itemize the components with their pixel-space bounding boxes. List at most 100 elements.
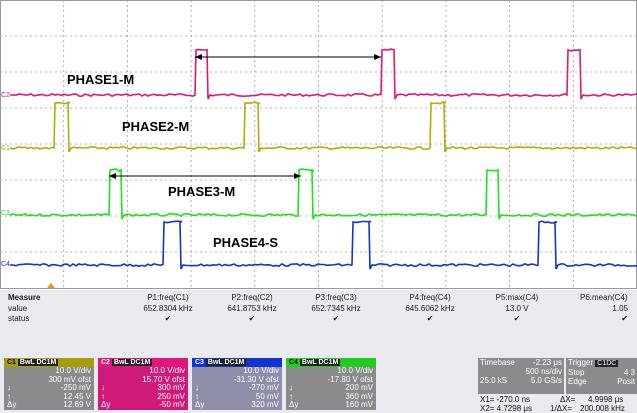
trigger-level: 4.3 <box>623 368 635 377</box>
trace-label-phase1: PHASE1-M <box>67 72 134 87</box>
cursor-down-icon: ↓ <box>7 383 11 392</box>
delta-y-value: 160 mV <box>345 400 373 409</box>
cursor-down-icon: ↓ <box>101 383 105 392</box>
cursor-dx-value: 4.9998 μs <box>588 395 624 404</box>
waveform-area: PHASE1-M PHASE2-M PHASE3-M PHASE4-S C2 C… <box>0 0 637 289</box>
trigger-mode: Stop <box>568 368 585 377</box>
channel-id: C2 <box>101 359 110 366</box>
channel-tag: BwL DC1M <box>205 359 247 366</box>
delta-y-value: -50 mV <box>159 400 185 409</box>
channel-marker-c1: C1 <box>1 145 10 152</box>
delta-y-label: Δy <box>195 400 205 409</box>
trace-label-phase3: PHASE3-M <box>168 184 235 199</box>
timebase-rate: 5.0 GS/s <box>530 376 562 385</box>
channel-vdiv: 10.0 V/div <box>55 366 91 375</box>
cursor-2-value: 360 mV <box>345 391 373 401</box>
cursor-1-value: -270 mV <box>248 383 279 392</box>
trigger-tag: C1DC <box>595 360 619 367</box>
channel-id: C1 <box>7 359 16 366</box>
param-p3-name[interactable]: P3:freq(C3) <box>315 293 357 302</box>
cursor-up-icon: ↑ <box>289 391 293 401</box>
param-p3-value: 652.7345 kHz <box>311 304 361 313</box>
cursor-dx-label: ΔX= <box>560 395 576 404</box>
param-p4-value: 645.6062 kHz <box>405 304 455 313</box>
trigger-position-marker[interactable] <box>47 283 55 288</box>
trace-phase2 <box>9 101 637 153</box>
channel-offset: 300 mV ofst <box>48 374 91 384</box>
channel-offset: 15.70 V ofst <box>142 374 185 384</box>
channel-marker-c4: C4 <box>1 261 10 268</box>
param-p3-status-icon: ✔ <box>332 314 340 323</box>
timebase-samples: 25.0 kS <box>480 376 508 385</box>
param-p6-value: 1.05 <box>612 304 628 313</box>
param-p2-value: 641.8753 kHz <box>227 304 277 313</box>
cursor-x2: X2= 4.7298 μs <box>480 404 532 413</box>
channel-offset: -31.30 V ofst <box>233 374 279 384</box>
cursor-down-icon: ↓ <box>195 383 199 392</box>
cursor-up-icon: ↑ <box>195 391 199 401</box>
param-p6-name[interactable]: P6:mean(C4) <box>580 293 628 302</box>
param-p1-name[interactable]: P1:freq(C1) <box>147 293 189 302</box>
channel-box-c2[interactable]: C2 BwL DC1M 10.0 V/div 15.70 V ofst ↓ 300… <box>98 358 188 410</box>
channel-marker-c2: C2 <box>1 92 10 99</box>
param-p2-name[interactable]: P2:freq(C2) <box>231 293 273 302</box>
trace-phase1 <box>10 48 637 100</box>
cursor-inv-value: 200.008 kHz <box>580 404 625 413</box>
trigger-type: Edge <box>568 377 587 386</box>
cursor-1-value: -250 mV <box>60 383 91 392</box>
cursor-2-value: 50 mV <box>255 391 279 401</box>
channel-box-c1[interactable]: C1 BwL DC1M 10.0 V/div 300 mV ofst ↓ -250… <box>4 358 94 410</box>
channel-box-c4[interactable]: C4 BwL DC1M 10.0 V/div -17.80 V ofst ↓ 20… <box>286 358 376 410</box>
timebase-box[interactable]: Timebase -2.23 μs 500 ns/div 25.0 kS 5.0 … <box>478 358 564 394</box>
oscilloscope-display: PHASE1-M PHASE2-M PHASE3-M PHASE4-S C2 C… <box>0 0 637 290</box>
delta-y-label: Δy <box>289 400 299 409</box>
trigger-label: Trigger <box>568 358 594 367</box>
trigger-box[interactable]: Trigger C1DC Stop 4.3 Edge Posit <box>566 358 637 394</box>
delta-y-label: Δy <box>101 400 111 409</box>
channel-tag: BwL DC1M <box>299 359 341 366</box>
param-p1-value: 652.8304 kHz <box>143 304 193 313</box>
cursor-inv-label: 1/ΔX= <box>550 404 573 413</box>
channel-offset: -17.80 V ofst <box>327 374 373 384</box>
trace-label-phase4: PHASE4-S <box>213 235 278 250</box>
value-row-label: value <box>8 304 28 313</box>
param-p6-status-icon: ✔ <box>621 314 628 323</box>
channel-box-c3[interactable]: C3 BwL DC1M 10.0 V/div -31.30 V ofst ↓ -2… <box>192 358 282 410</box>
status-row-label: status <box>8 314 30 323</box>
channel-vdiv: 10.0 V/div <box>337 366 373 375</box>
trigger-slope: Posit <box>617 377 635 386</box>
waveforms <box>9 48 637 270</box>
param-p5-value: 13.0 V <box>505 304 529 313</box>
graticule <box>0 0 637 289</box>
trace-phase4 <box>10 220 637 270</box>
cursor-1-value: 300 mV <box>157 383 185 392</box>
cursor-1-value: 200 mV <box>345 383 373 392</box>
cursor-up-icon: ↑ <box>7 391 11 401</box>
delta-y-value: 12.69 V <box>63 400 91 409</box>
param-p4-name[interactable]: P4:freq(C4) <box>409 293 451 302</box>
cursor-2-value: 250 mV <box>157 391 185 401</box>
channel-id: C3 <box>195 359 204 366</box>
param-p4-status-icon: ✔ <box>426 314 434 323</box>
timebase-div: 500 ns/div <box>525 367 562 376</box>
channel-vdiv: 10.0 V/div <box>149 366 185 375</box>
cursor-down-icon: ↓ <box>289 383 293 392</box>
trace-phase3 <box>9 168 637 220</box>
cursor-up-icon: ↑ <box>101 391 105 401</box>
cursor-x1: X1= -270.0 ns <box>480 395 531 404</box>
channel-id: C4 <box>289 359 298 366</box>
phase1-arrow <box>195 54 381 60</box>
trace-label-phase2: PHASE2-M <box>122 119 189 134</box>
delta-y-value: 320 mV <box>251 400 279 409</box>
channel-tag: BwL DC1M <box>111 359 153 366</box>
param-p2-status-icon: ✔ <box>248 314 256 323</box>
timebase-value: -2.23 μs <box>532 358 562 367</box>
param-p5-name[interactable]: P5:max(C4) <box>495 293 539 302</box>
phase3-arrow <box>109 173 301 179</box>
param-p1-status-icon: ✔ <box>164 314 172 323</box>
channel-marker-c3: C3 <box>1 210 10 217</box>
cursor-readout: X1= -270.0 ns ΔX= 4.9998 μs X2= 4.7298 μ… <box>480 395 637 413</box>
channel-vdiv: 10.0 V/div <box>243 366 279 375</box>
measure-title: Measure <box>8 293 41 302</box>
param-p5-status-icon: ✔ <box>513 314 521 323</box>
